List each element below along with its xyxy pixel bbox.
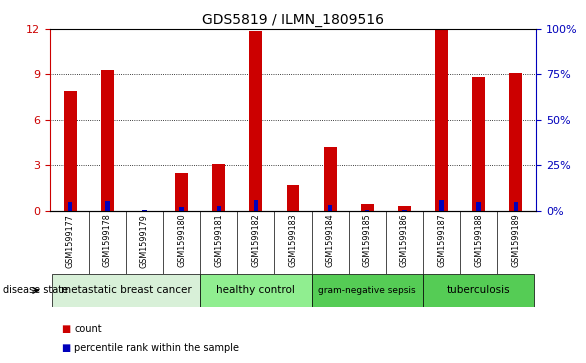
Text: GSM1599187: GSM1599187	[437, 214, 446, 268]
Bar	[179, 207, 184, 211]
Bar	[423, 274, 534, 307]
Text: GSM1599188: GSM1599188	[474, 214, 483, 267]
Text: GSM1599181: GSM1599181	[214, 214, 223, 267]
Text: percentile rank within the sample: percentile rank within the sample	[74, 343, 240, 354]
Bar	[101, 70, 114, 211]
Text: GSM1599179: GSM1599179	[140, 214, 149, 268]
Bar	[105, 201, 110, 211]
Text: GSM1599182: GSM1599182	[251, 214, 260, 268]
Text: gram-negative sepsis: gram-negative sepsis	[318, 286, 416, 295]
Bar	[175, 173, 188, 211]
Bar	[440, 200, 444, 211]
Bar	[323, 147, 336, 211]
Bar	[328, 205, 332, 211]
Bar	[402, 210, 407, 211]
Text: GSM1599185: GSM1599185	[363, 214, 372, 268]
Bar	[287, 185, 299, 211]
Text: GSM1599180: GSM1599180	[177, 214, 186, 267]
Text: GSM1599183: GSM1599183	[288, 214, 298, 267]
Bar	[52, 274, 200, 307]
Text: GSM1599186: GSM1599186	[400, 214, 409, 267]
Bar	[250, 30, 263, 211]
Bar	[509, 73, 522, 211]
Bar	[435, 30, 448, 211]
Text: metastatic breast cancer: metastatic breast cancer	[60, 285, 191, 295]
Bar	[312, 274, 423, 307]
Text: disease state: disease state	[3, 285, 68, 295]
Text: healthy control: healthy control	[216, 285, 295, 295]
Bar	[142, 210, 146, 211]
Bar	[254, 200, 258, 211]
Bar	[398, 206, 411, 211]
Bar	[68, 202, 73, 211]
Bar	[513, 202, 518, 211]
Text: count: count	[74, 323, 102, 334]
Text: GSM1599184: GSM1599184	[326, 214, 335, 267]
Bar	[476, 202, 481, 211]
Text: ■: ■	[62, 343, 71, 354]
Bar	[64, 91, 77, 211]
Bar	[216, 206, 221, 211]
Bar	[365, 210, 370, 211]
Bar	[200, 274, 312, 307]
Bar	[212, 164, 225, 211]
Bar	[361, 204, 374, 211]
Text: tuberculosis: tuberculosis	[447, 285, 510, 295]
Text: GSM1599178: GSM1599178	[103, 214, 112, 268]
Bar	[472, 77, 485, 211]
Title: GDS5819 / ILMN_1809516: GDS5819 / ILMN_1809516	[202, 13, 384, 26]
Text: ■: ■	[62, 323, 71, 334]
Text: GSM1599189: GSM1599189	[511, 214, 520, 268]
Text: GSM1599177: GSM1599177	[66, 214, 75, 268]
